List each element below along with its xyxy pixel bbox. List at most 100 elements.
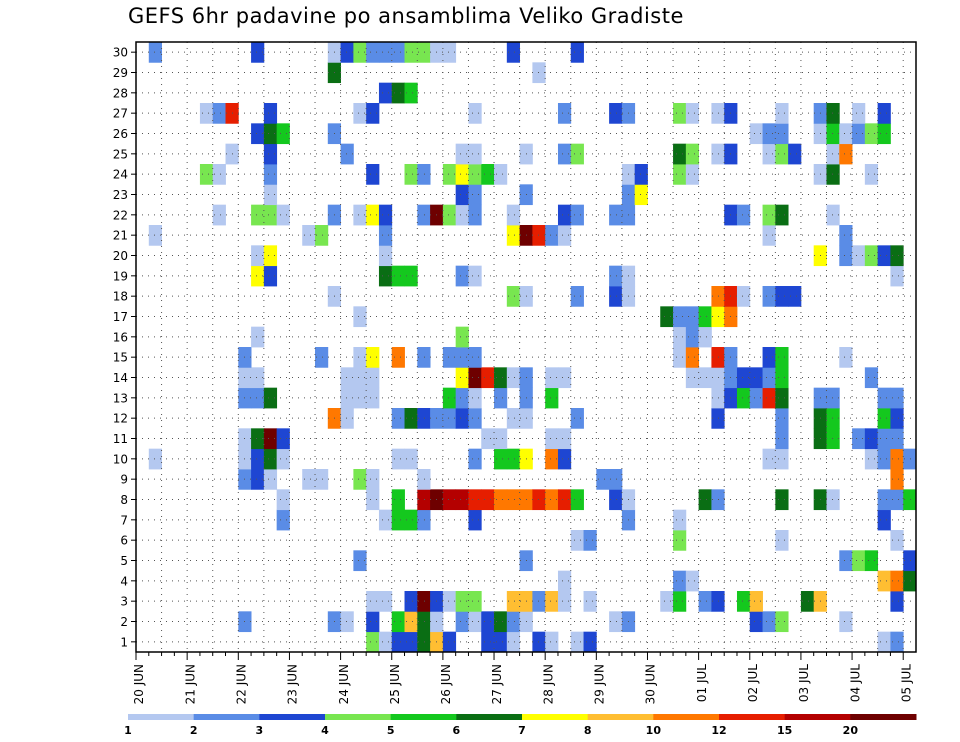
heatmap-cell bbox=[276, 428, 290, 450]
colorbar-label: 20 bbox=[843, 724, 859, 737]
heatmap-cell bbox=[864, 428, 879, 450]
heatmap-cell bbox=[864, 367, 879, 389]
y-tick-label: 3 bbox=[120, 595, 128, 609]
heatmap-cell bbox=[557, 143, 572, 165]
heatmap-cell bbox=[353, 42, 367, 63]
heatmap-cell bbox=[545, 428, 559, 450]
heatmap-cell bbox=[506, 611, 521, 633]
heatmap-cell bbox=[890, 387, 904, 409]
colorbar-swatch bbox=[128, 714, 195, 720]
heatmap-cell bbox=[685, 143, 700, 165]
heatmap-cell bbox=[366, 611, 380, 633]
heatmap-cell bbox=[455, 143, 469, 165]
x-tick-label: 26 JUN bbox=[439, 664, 453, 704]
colorbar-swatch bbox=[784, 714, 851, 720]
heatmap-cell bbox=[391, 347, 405, 368]
x-tick-label: 20 JUN bbox=[132, 664, 146, 704]
heatmap-cell bbox=[353, 550, 367, 572]
x-tick-label: 23 JUN bbox=[286, 664, 300, 704]
heatmap-cell bbox=[263, 448, 278, 470]
heatmap-cell bbox=[378, 82, 393, 104]
heatmap-cell bbox=[263, 143, 278, 165]
heatmap-cell bbox=[404, 82, 418, 104]
y-tick-label: 1 bbox=[120, 635, 128, 649]
heatmap-cell bbox=[468, 265, 482, 287]
heatmap-cell bbox=[673, 164, 687, 185]
heatmap-cell bbox=[673, 326, 687, 348]
heatmap-cell bbox=[417, 42, 431, 63]
heatmap-cell bbox=[366, 469, 380, 490]
heatmap-cell bbox=[839, 245, 853, 267]
x-tick-label: 29 JUN bbox=[593, 664, 607, 704]
heatmap-cell bbox=[366, 347, 380, 368]
heatmap-cell bbox=[251, 469, 265, 490]
heatmap-cell bbox=[506, 591, 521, 612]
heatmap-cell bbox=[455, 347, 469, 368]
heatmap-cell bbox=[468, 143, 482, 165]
heatmap-cell bbox=[877, 631, 891, 653]
heatmap-cell bbox=[366, 591, 380, 612]
heatmap-cell bbox=[685, 570, 700, 592]
heatmap-cell bbox=[468, 164, 482, 185]
heatmap-cell bbox=[557, 225, 572, 246]
heatmap-cell bbox=[417, 489, 431, 511]
heatmap-cell bbox=[404, 509, 418, 531]
heatmap-cell bbox=[775, 387, 789, 409]
heatmap-cell bbox=[315, 347, 329, 368]
heatmap-cell bbox=[391, 42, 405, 63]
heatmap-cell bbox=[442, 631, 457, 653]
heatmap-cell bbox=[340, 408, 354, 429]
y-tick-label: 10 bbox=[113, 452, 128, 466]
heatmap-cell bbox=[570, 489, 584, 511]
gridlines bbox=[136, 42, 916, 652]
heatmap-cell bbox=[391, 509, 405, 531]
colorbar-label: 10 bbox=[646, 724, 662, 737]
heatmap-cell bbox=[251, 367, 265, 389]
heatmap-cell bbox=[481, 611, 495, 633]
heatmap-cell bbox=[251, 204, 265, 226]
heatmap-cell bbox=[775, 367, 789, 389]
heatmap-cell bbox=[660, 591, 674, 612]
heatmap-cell bbox=[570, 530, 584, 551]
heatmap-cell bbox=[340, 367, 354, 389]
y-tick-label: 11 bbox=[113, 432, 128, 446]
colorbar-label: 7 bbox=[518, 724, 526, 737]
heatmap-cell bbox=[877, 509, 891, 531]
colorbar-label: 15 bbox=[777, 724, 792, 737]
chart-title: GEFS 6hr padavine po ansamblima Veliko G… bbox=[128, 4, 684, 28]
heatmap-cell bbox=[378, 245, 393, 267]
heatmap-cell bbox=[762, 143, 776, 165]
heatmap-cell bbox=[417, 204, 431, 226]
heatmap-cell bbox=[839, 611, 853, 633]
colorbar-label: 8 bbox=[584, 724, 592, 737]
heatmap-cell bbox=[839, 225, 853, 246]
heatmap-cell bbox=[775, 143, 789, 165]
heatmap-cell bbox=[506, 286, 521, 307]
heatmap-cell bbox=[455, 204, 469, 226]
heatmap-cell bbox=[762, 347, 776, 368]
heatmap-cell bbox=[736, 204, 751, 226]
heatmap-cell bbox=[762, 123, 776, 145]
heatmap-cell bbox=[545, 387, 559, 409]
heatmap-cell bbox=[800, 591, 815, 612]
heatmap-cell bbox=[494, 387, 508, 409]
heatmap-cell bbox=[788, 286, 802, 307]
heatmap-cell bbox=[494, 367, 508, 389]
heatmap-cell bbox=[417, 164, 431, 185]
heatmap-cell bbox=[698, 489, 712, 511]
heatmap-cell bbox=[199, 103, 214, 124]
heatmap-cell bbox=[494, 428, 508, 450]
heatmap-cell bbox=[877, 387, 891, 409]
heatmap-cell bbox=[276, 123, 290, 145]
heatmap-cell bbox=[736, 367, 751, 389]
heatmap-cell bbox=[455, 387, 469, 409]
heatmap-cell bbox=[890, 631, 904, 653]
heatmap-cell bbox=[506, 631, 521, 653]
y-tick-label: 21 bbox=[113, 229, 128, 243]
heatmap-cell bbox=[762, 611, 776, 633]
heatmap-cell bbox=[890, 408, 904, 429]
y-tick-label: 29 bbox=[113, 66, 128, 80]
heatmap-cell bbox=[685, 103, 700, 124]
heatmap-cell bbox=[353, 204, 367, 226]
heatmap-cell bbox=[545, 448, 559, 470]
